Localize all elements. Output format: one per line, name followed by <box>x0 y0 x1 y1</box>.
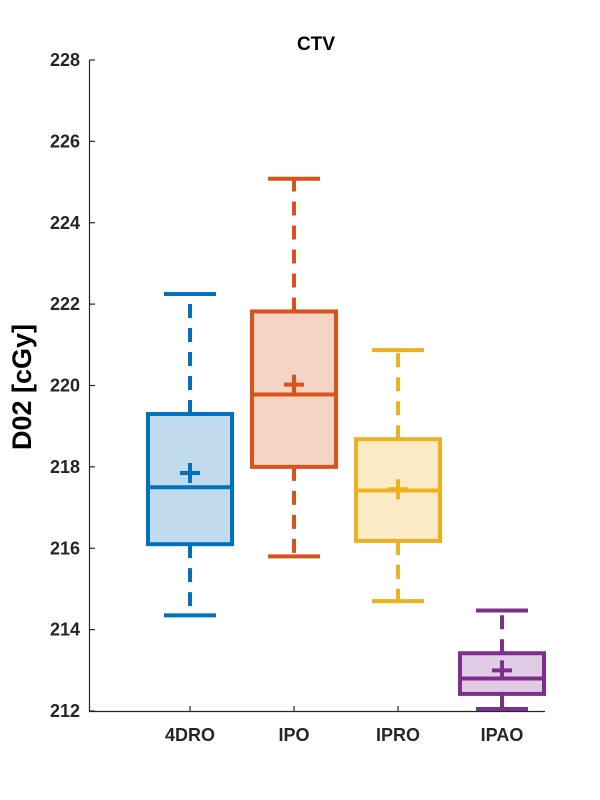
y-tick-label: 216 <box>50 538 80 558</box>
x-tick-label: IPAO <box>481 725 524 745</box>
box-4dro <box>146 291 234 618</box>
x-axis-ticks: 4DRO IPO IPRO IPAO <box>165 706 523 745</box>
y-tick-label: 224 <box>50 213 80 233</box>
x-tick-label: IPO <box>278 725 309 745</box>
y-tick-label: 220 <box>50 376 80 396</box>
x-tick-label: 4DRO <box>165 725 215 745</box>
x-tick-label: IPRO <box>376 725 420 745</box>
y-tick-label: 228 <box>50 50 80 70</box>
box-ipao <box>458 608 546 711</box>
chart-title: CTV <box>297 34 335 55</box>
boxes-group <box>146 176 546 711</box>
y-tick-label: 226 <box>50 131 80 151</box>
y-tick-label: 214 <box>50 620 80 640</box>
box-ipro <box>354 348 442 604</box>
box-ipo <box>250 176 338 559</box>
y-axis-label: D02 [cGy] <box>7 324 37 450</box>
y-tick-label: 222 <box>50 294 80 314</box>
y-tick-label: 218 <box>50 457 80 477</box>
y-tick-label: 212 <box>50 701 80 721</box>
y-axis-ticks: 212 214 216 218 220 222 224 226 228 <box>50 50 95 721</box>
